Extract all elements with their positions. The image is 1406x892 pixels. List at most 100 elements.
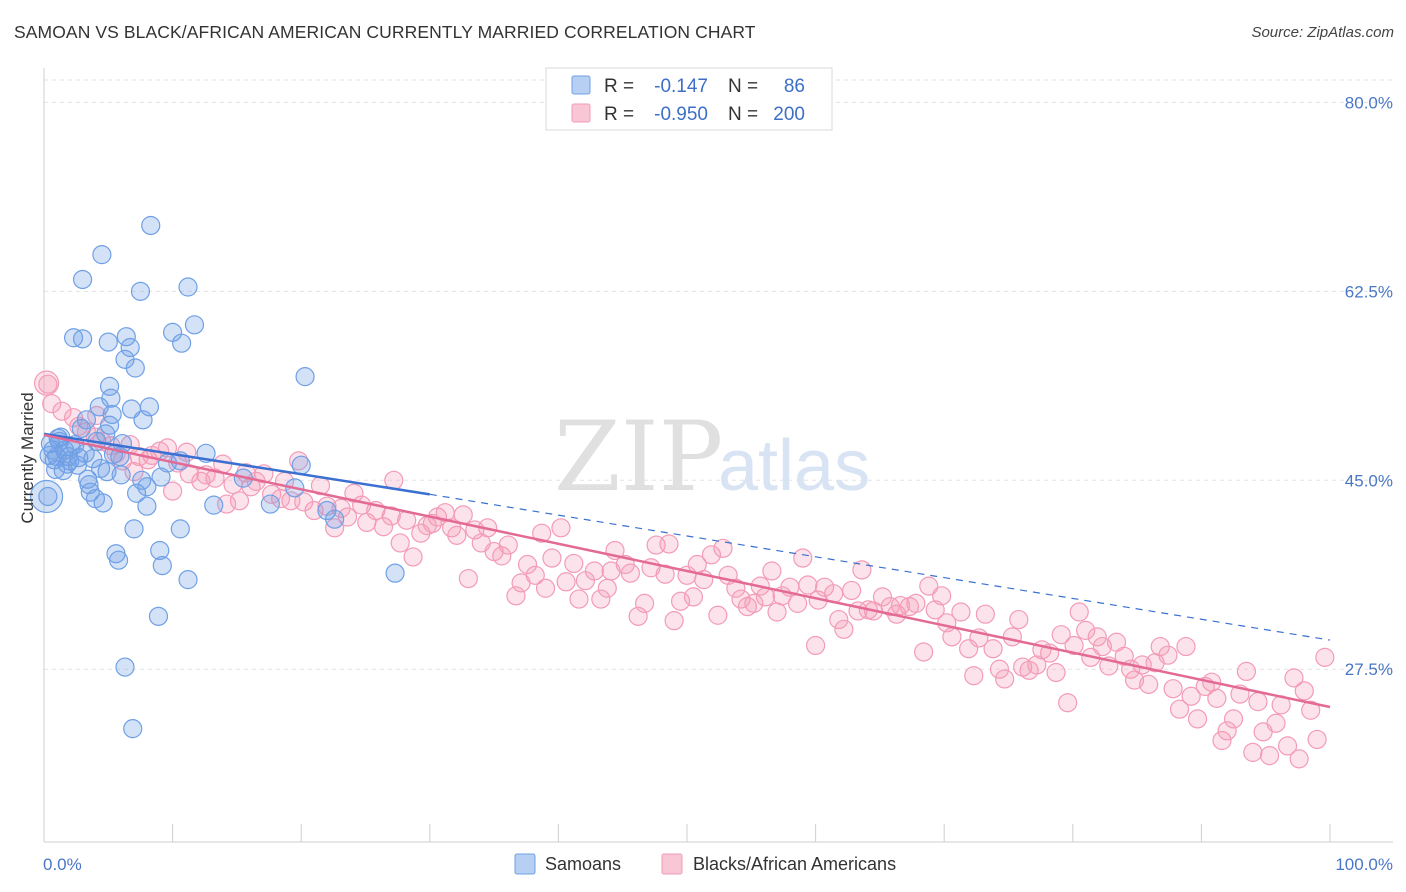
point-black	[1315, 647, 1335, 667]
axes	[43, 68, 1393, 843]
point-black	[975, 604, 995, 624]
point-samoan	[78, 469, 98, 489]
point-black	[38, 374, 58, 394]
stats-r-label-black: R =	[604, 104, 634, 125]
point-black	[1289, 749, 1309, 769]
point-samoan	[76, 410, 97, 430]
point-samoan	[45, 459, 66, 480]
point-black	[344, 483, 364, 503]
point-black	[1069, 602, 1089, 622]
point-black	[914, 642, 934, 662]
point-samoan	[120, 337, 140, 358]
point-black	[995, 669, 1015, 689]
legend-label-samoan: Samoans	[545, 854, 621, 874]
point-black	[713, 538, 733, 558]
point-black	[498, 535, 518, 555]
point-black	[989, 659, 1010, 679]
point-samoan	[130, 281, 151, 301]
point-samoan	[170, 519, 190, 539]
point-black	[1301, 700, 1321, 720]
point-samoan	[139, 397, 160, 417]
point-black	[964, 666, 984, 686]
point-samoan	[151, 467, 171, 487]
point-black	[798, 575, 818, 595]
point-samoan	[325, 509, 345, 529]
point-black	[403, 547, 423, 567]
point-black	[1092, 636, 1112, 657]
point-black	[708, 605, 728, 625]
point-black	[525, 565, 545, 585]
point-black	[532, 523, 552, 543]
point-black	[726, 578, 746, 598]
point-black	[1176, 636, 1196, 657]
point-samoan	[38, 486, 58, 507]
legend-swatch-black	[661, 853, 683, 875]
point-black	[1236, 661, 1257, 682]
point-samoan	[152, 555, 172, 576]
point-black	[1294, 681, 1314, 701]
y-tick-labels: 27.5% 45.0% 62.5% 80.0%	[1345, 93, 1393, 679]
point-samoan	[178, 570, 198, 590]
point-black	[229, 491, 250, 511]
point-samoan	[72, 269, 93, 290]
point-black	[664, 611, 684, 631]
stats-r-value-black: -0.950	[654, 104, 708, 125]
point-samoan	[83, 449, 103, 469]
point-black	[620, 563, 641, 583]
point-black	[1051, 625, 1071, 645]
legend-label-black: Blacks/African Americans	[693, 854, 896, 874]
point-samoan	[115, 657, 135, 677]
point-samoan	[98, 332, 118, 352]
trend-line-samoan-extension	[429, 493, 1331, 641]
stats-r-value-samoan: -0.147	[654, 76, 708, 97]
point-samoan	[172, 333, 192, 353]
point-samoan	[148, 606, 169, 626]
point-samoan	[137, 496, 157, 516]
point-black	[517, 554, 538, 575]
point-black	[670, 591, 691, 611]
point-black	[492, 546, 512, 566]
y-axis-label: Currently Married	[18, 392, 37, 523]
stats-swatch-samoan	[571, 75, 591, 95]
point-samoan	[150, 540, 170, 561]
legend: Samoans Blacks/African Americans	[514, 853, 896, 875]
source-credit: Source: ZipAtlas.com	[1251, 24, 1394, 41]
point-black	[919, 576, 939, 596]
point-samoan	[124, 519, 144, 539]
point-black	[683, 587, 704, 607]
point-samoan	[385, 563, 405, 583]
point-black	[906, 593, 926, 613]
point-black	[932, 586, 952, 606]
point-samoan	[184, 315, 205, 335]
point-samoan	[260, 494, 280, 514]
point-black	[1169, 699, 1190, 719]
point-black	[597, 578, 617, 598]
stats-box: R = -0.147 N = 86 R = -0.950 N = 200	[545, 67, 833, 131]
point-black	[767, 602, 787, 622]
point-black	[1207, 688, 1227, 708]
point-black	[787, 593, 808, 613]
point-black	[880, 597, 900, 617]
point-black	[1158, 645, 1178, 665]
stats-swatch-black	[571, 103, 591, 123]
point-black	[744, 593, 764, 613]
point-black	[793, 548, 813, 568]
point-black	[1212, 730, 1232, 751]
point-black	[872, 587, 893, 607]
stats-n-label-samoan: N =	[728, 76, 758, 97]
point-black	[1046, 662, 1066, 683]
point-samoan-large	[29, 479, 64, 514]
point-black	[1243, 742, 1263, 762]
point-black	[1163, 679, 1183, 699]
point-black	[390, 533, 410, 553]
point-black	[569, 589, 589, 609]
point-samoan	[295, 367, 315, 387]
point-black	[191, 471, 211, 491]
point-samoan	[132, 470, 152, 490]
watermark-atlas: atlas	[718, 426, 870, 506]
y-tick-label: 62.5%	[1345, 282, 1393, 301]
point-samoan	[116, 327, 136, 347]
point-samoan	[53, 460, 73, 481]
point-samoan	[137, 477, 157, 497]
